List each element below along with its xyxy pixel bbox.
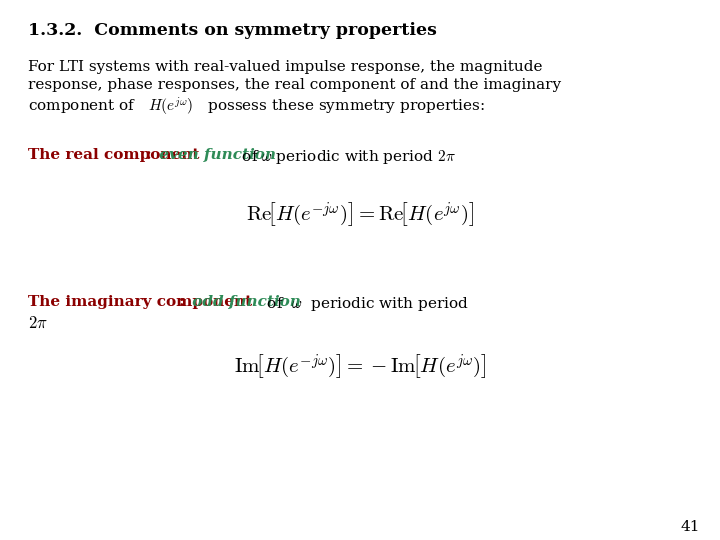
Text: $\mathrm{Im}\!\left[H(e^{-j\omega})\right] = -\mathrm{Im}\!\left[H(e^{j\omega})\: $\mathrm{Im}\!\left[H(e^{-j\omega})\righ… — [234, 352, 486, 382]
Text: For LTI systems with real-valued impulse response, the magnitude: For LTI systems with real-valued impulse… — [28, 60, 542, 74]
Text: of $\omega$ periodic with period $2\pi$: of $\omega$ periodic with period $2\pi$ — [237, 148, 456, 166]
Text: 1.3.2.  Comments on symmetry properties: 1.3.2. Comments on symmetry properties — [28, 22, 437, 39]
Text: component of   $H(e^{j\omega})$   possess these symmetry properties:: component of $H(e^{j\omega})$ possess th… — [28, 96, 485, 118]
Text: of  $\omega$  periodic with period: of $\omega$ periodic with period — [262, 295, 469, 313]
Text: even function: even function — [151, 148, 276, 162]
Text: $\mathrm{Re}\!\left[H(e^{-j\omega})\right] = \mathrm{Re}\!\left[H(e^{j\omega})\r: $\mathrm{Re}\!\left[H(e^{-j\omega})\righ… — [246, 200, 474, 230]
Text: :: : — [179, 295, 184, 309]
Text: The real component: The real component — [28, 148, 199, 162]
Text: The imaginary component: The imaginary component — [28, 295, 252, 309]
Text: 41: 41 — [680, 520, 700, 534]
Text: odd function: odd function — [184, 295, 301, 309]
Text: $2\pi$: $2\pi$ — [28, 315, 48, 332]
Text: response, phase responses, the real component of and the imaginary: response, phase responses, the real comp… — [28, 78, 561, 92]
Text: :: : — [146, 148, 152, 162]
